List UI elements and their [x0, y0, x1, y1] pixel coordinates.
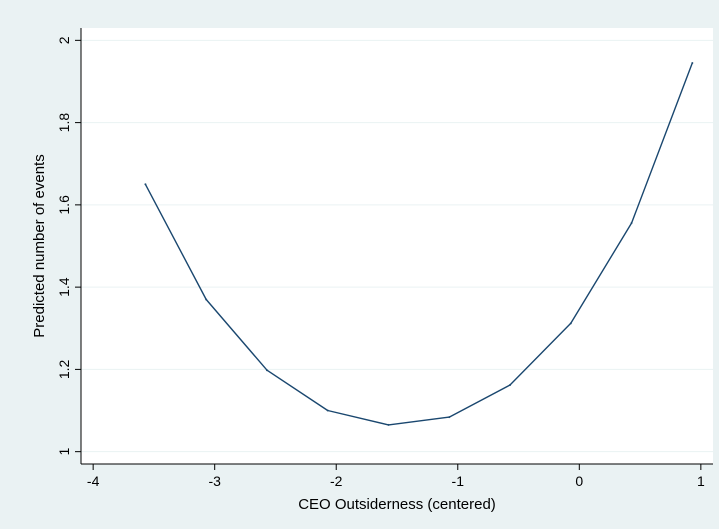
series-line: [144, 62, 693, 426]
data-point: [569, 322, 572, 325]
plot-area: [81, 28, 713, 464]
y-tick-label: 1.4: [56, 277, 72, 297]
x-tick-label: -1: [452, 473, 465, 489]
y-axis-title: Predicted number of events: [31, 154, 48, 337]
x-axis-ticks: -4 -3 -2 -1 0 1: [87, 464, 705, 489]
grid-lines: [81, 39, 713, 453]
data-point: [630, 221, 633, 224]
y-tick-label: 2: [56, 36, 72, 44]
data-point: [144, 183, 147, 186]
x-tick-label: -4: [87, 473, 100, 489]
data-point: [448, 416, 451, 419]
y-axis-ticks: 1 1.2 1.4 1.6 1.8 2: [56, 36, 81, 456]
y-tick-label: 1: [56, 448, 72, 456]
y-tick-label: 1.6: [56, 195, 72, 215]
x-tick-label: 1: [697, 473, 705, 489]
data-point: [205, 298, 208, 301]
x-axis-title: CEO Outsiderness (centered): [298, 496, 496, 513]
data-point: [326, 409, 329, 412]
y-tick-label: 1.2: [56, 359, 72, 379]
x-tick-label: 0: [575, 473, 583, 489]
data-point: [265, 369, 268, 372]
y-tick-label: 1.8: [56, 113, 72, 133]
x-tick-label: -2: [330, 473, 343, 489]
data-point: [509, 384, 512, 387]
data-point: [691, 61, 694, 64]
x-tick-label: -3: [208, 473, 221, 489]
data-points: [144, 61, 694, 426]
data-point: [387, 423, 390, 426]
